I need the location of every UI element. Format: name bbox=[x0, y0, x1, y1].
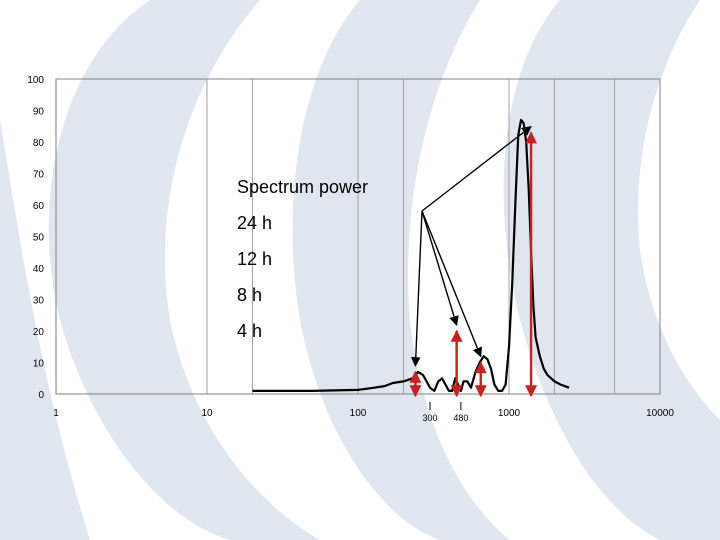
x-tick-label: 1000 bbox=[498, 408, 521, 419]
legend-spectrum-power: Spectrum power bbox=[237, 177, 369, 197]
y-tick-labels: 0 10 20 30 40 50 60 70 80 90 100 bbox=[27, 75, 44, 401]
x-tick-labels: 1 10 100 1000 10000 bbox=[53, 408, 674, 419]
pointer-arrow bbox=[421, 210, 482, 358]
legend-pointer-arrows bbox=[410, 125, 532, 367]
y-tick-label: 10 bbox=[33, 359, 45, 370]
chart-axes bbox=[55, 78, 661, 395]
y-tick-label: 0 bbox=[38, 390, 44, 401]
y-tick-label: 30 bbox=[33, 296, 45, 307]
y-tick-label: 70 bbox=[33, 170, 45, 181]
legend-4h: 4 h bbox=[237, 321, 263, 341]
legend-24h: 24 h bbox=[237, 213, 273, 233]
x-tick-label: 100 bbox=[350, 408, 367, 419]
x-marked-label: 480 bbox=[453, 413, 468, 423]
plot-frame bbox=[55, 78, 661, 395]
pointer-arrow bbox=[421, 210, 459, 326]
legend-12h: 12 h bbox=[237, 249, 273, 269]
spectrum-curve bbox=[252, 118, 570, 392]
legend-8h: 8 h bbox=[237, 285, 263, 305]
y-tick-label: 50 bbox=[33, 233, 45, 244]
y-tick-label: 20 bbox=[33, 327, 45, 338]
y-tick-label: 40 bbox=[33, 264, 45, 275]
x-marked-labels: 300 480 bbox=[423, 402, 468, 423]
y-tick-label: 60 bbox=[33, 201, 45, 212]
x-marked-label: 300 bbox=[423, 413, 438, 423]
x-tick-label: 1 bbox=[53, 408, 59, 419]
peak-marker-arrows bbox=[409, 131, 538, 398]
y-tick-label: 90 bbox=[33, 107, 45, 118]
y-tick-label: 100 bbox=[27, 75, 44, 86]
x-tick-label: 10 bbox=[201, 408, 213, 419]
y-tick-label: 80 bbox=[33, 138, 45, 149]
pointer-arrow bbox=[421, 125, 532, 212]
pointer-arrow bbox=[410, 210, 423, 367]
x-tick-label: 10000 bbox=[646, 408, 674, 419]
x-gridlines bbox=[206, 79, 616, 394]
